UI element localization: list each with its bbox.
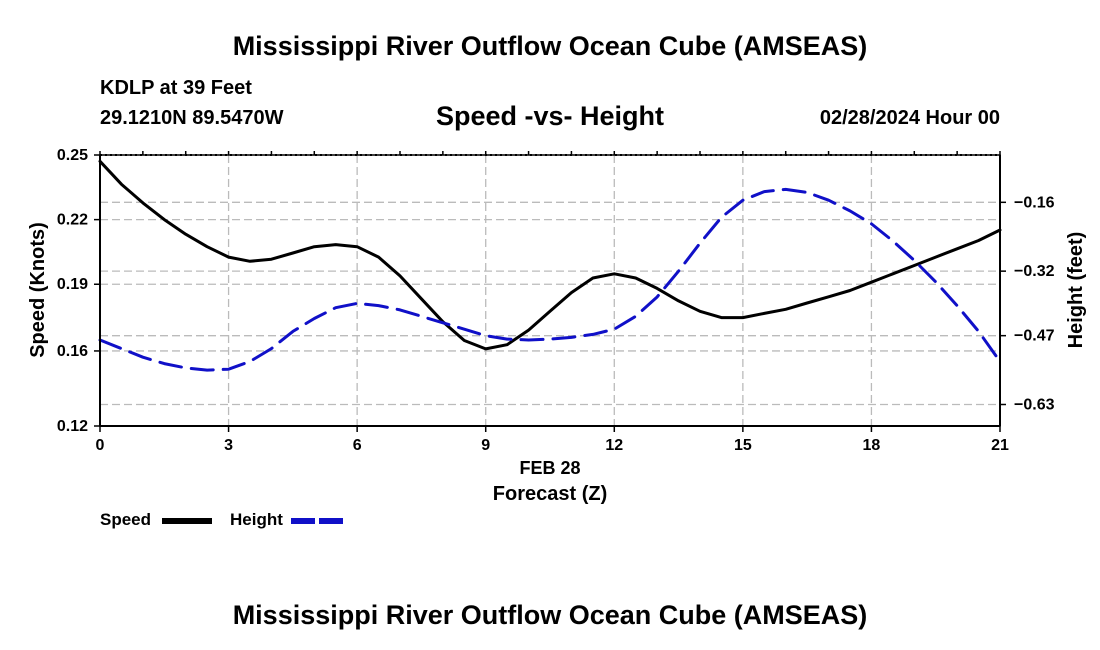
- speed-series-line: [98, 159, 1002, 351]
- y-tick-label: 0.19: [57, 276, 88, 293]
- legend-speed-label: Speed: [100, 510, 151, 529]
- y-axis-label: Speed (Knots): [27, 222, 49, 358]
- x-tick-label: 18: [863, 437, 881, 454]
- chart-title: Speed -vs- Height: [435, 101, 665, 131]
- x-tick-label: 12: [605, 437, 623, 454]
- x-tick-label: 9: [481, 437, 490, 454]
- coordinates-label: 29.1210N 89.5470W: [100, 107, 284, 129]
- speed-height-chart: 0 3 6 9 12 15 18 21 0.12 0.16 0.19 0.22 0.25 −0.63 −0.…: [27, 147, 1087, 529]
- station-label: KDLP at 39 Feet: [100, 77, 252, 99]
- y2-tick-label: −0.63: [1014, 396, 1055, 413]
- y-tick-label: 0.12: [57, 418, 88, 435]
- y-tick-label: 0.25: [57, 147, 88, 164]
- y2-tick-label: −0.32: [1014, 263, 1055, 280]
- plot-frame: [99, 154, 1001, 427]
- height-series-line: [98, 187, 1002, 372]
- x-axis-label: Forecast (Z): [493, 483, 607, 505]
- x-tick-label: 3: [224, 437, 233, 454]
- axis-ticks: 0 3 6 9 12 15 18 21 0.12 0.16 0.19 0.22 0.25 −0.63 −0.…: [57, 147, 1055, 454]
- x-axis-date-label: FEB 28: [519, 458, 580, 478]
- x-tick-label: 21: [991, 437, 1009, 454]
- x-tick-label: 0: [96, 437, 105, 454]
- date-label: 02/28/2024 Hour 00: [819, 107, 1000, 129]
- footer-title: Mississippi River Outflow Ocean Cube (AM…: [232, 600, 868, 630]
- legend-height-label: Height: [230, 510, 283, 529]
- x-tick-label: 15: [734, 437, 752, 454]
- main-title: Mississippi River Outflow Ocean Cube (AM…: [232, 31, 868, 61]
- grid-lines: [100, 155, 1000, 426]
- legend: Speed Height: [100, 510, 343, 529]
- y2-tick-label: −0.47: [1014, 328, 1055, 345]
- y-tick-label: 0.16: [57, 343, 88, 360]
- y-tick-label: 0.22: [57, 212, 88, 229]
- y2-axis-label: Height (feet): [1065, 232, 1087, 349]
- series-lines: [98, 159, 1002, 372]
- y2-tick-label: −0.16: [1014, 194, 1055, 211]
- x-tick-label: 6: [353, 437, 362, 454]
